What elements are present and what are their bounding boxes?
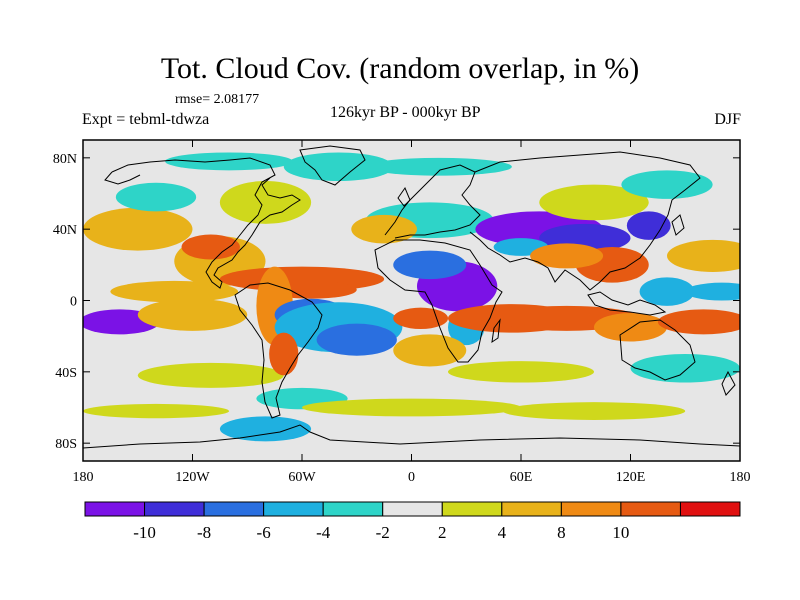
colorbar-swatch xyxy=(560,501,622,517)
anomaly-patch xyxy=(302,398,521,417)
rmse-label: rmse= 2.08177 xyxy=(175,92,260,107)
period-subtitle: 126kyr BP - 000kyr BP xyxy=(330,104,481,121)
colorbar-swatch xyxy=(501,501,562,517)
coastline-alaska xyxy=(104,171,141,185)
colorbar-label: 8 xyxy=(557,523,566,542)
anomaly-patch xyxy=(621,170,713,199)
coastline-south-america xyxy=(234,282,323,419)
anomaly-patch xyxy=(630,354,740,383)
coastline-madagascar xyxy=(491,318,501,344)
colorbar-swatch xyxy=(144,501,205,517)
anomaly-patch xyxy=(639,277,695,306)
anomaly-patch xyxy=(667,239,740,272)
coastline-asia xyxy=(469,151,701,291)
colorbar-label: -6 xyxy=(257,523,271,542)
colorbar-label: 10 xyxy=(612,523,629,542)
axis-ticks xyxy=(82,140,741,461)
coastline-japan xyxy=(671,214,685,236)
anomaly-patch xyxy=(83,207,193,251)
colorbar-swatch xyxy=(263,501,324,517)
lat-tick-label: 40S xyxy=(55,366,77,381)
lat-tick-label: 80S xyxy=(55,437,77,452)
lat-tick-label: 80N xyxy=(53,152,77,167)
anomaly-patch xyxy=(181,234,240,260)
anomaly-patch xyxy=(316,323,397,356)
coastline-north-america xyxy=(111,157,301,289)
colorbar-swatch xyxy=(679,501,741,517)
coastline-britain xyxy=(397,186,411,207)
anomaly-patch xyxy=(393,250,467,280)
lon-tick-label: 0 xyxy=(408,470,415,485)
colorbar-label: -2 xyxy=(376,523,390,542)
anomaly-patch xyxy=(351,214,417,244)
anomaly-patch xyxy=(115,182,197,212)
anomaly-patch xyxy=(283,152,394,182)
anomaly-patch xyxy=(393,307,448,330)
anomaly-patch xyxy=(539,184,649,221)
experiment-label: Expt = tebml-tdwza xyxy=(82,111,210,128)
lat-tick-label: 40N xyxy=(53,223,77,238)
axis-labels: 80N 40N 0 40S 80S 180 120W 60W 0 60E 120E 180 xyxy=(53,152,751,485)
anomaly-patch xyxy=(448,361,594,383)
anomaly-patch xyxy=(110,280,239,303)
anomaly-patch xyxy=(219,181,312,224)
anomaly-patch xyxy=(594,312,667,342)
lon-tick-label: 180 xyxy=(73,470,94,485)
colorbar-swatch xyxy=(441,501,503,517)
coastlines xyxy=(83,145,740,449)
lon-tick-label: 60W xyxy=(288,470,316,485)
coastline-australia xyxy=(619,319,696,381)
anomaly-patch xyxy=(137,362,284,388)
anomaly-patch xyxy=(502,402,686,420)
coastline-new-zealand xyxy=(721,370,736,396)
lon-tick-label: 180 xyxy=(730,470,751,485)
colorbar-label: 2 xyxy=(438,523,447,542)
colorbar: -10 -8 -6 -4 -2 2 4 8 10 xyxy=(84,501,741,542)
anomaly-patch xyxy=(365,157,512,176)
anomaly-patch xyxy=(626,211,671,240)
colorbar-label: 4 xyxy=(498,523,507,542)
colorbar-label: -8 xyxy=(197,523,211,542)
coastline-greenland xyxy=(299,145,366,186)
colorbar-label: -4 xyxy=(316,523,331,542)
lon-tick-label: 60E xyxy=(510,470,533,485)
anomaly-patch xyxy=(685,282,740,301)
colorbar-swatch xyxy=(382,501,443,517)
anomaly-patch xyxy=(393,334,467,367)
anomaly-patch xyxy=(219,416,312,442)
anomaly-patch xyxy=(657,309,740,335)
anomaly-patch xyxy=(165,152,293,171)
colorbar-swatch xyxy=(84,501,146,517)
colorbar-swatch xyxy=(620,501,681,517)
anomaly-patch xyxy=(269,332,299,376)
lat-tick-label: 0 xyxy=(70,295,77,310)
colorbar-swatch xyxy=(203,501,265,517)
coastline-africa xyxy=(374,239,503,363)
anomaly-patch xyxy=(137,298,248,331)
lon-tick-label: 120E xyxy=(616,470,646,485)
anomaly-field xyxy=(83,152,740,442)
coastline-antarctica xyxy=(83,424,740,449)
map-title: Tot. Cloud Cov. (random overlap, in %) xyxy=(160,52,640,85)
anomaly-patch xyxy=(530,243,604,269)
lon-tick-label: 120W xyxy=(175,470,210,485)
season-label: DJF xyxy=(714,111,741,128)
anomaly-patch xyxy=(83,403,229,419)
colorbar-swatch xyxy=(322,501,384,517)
coastline-indonesia xyxy=(587,291,667,316)
colorbar-label: -10 xyxy=(133,523,156,542)
